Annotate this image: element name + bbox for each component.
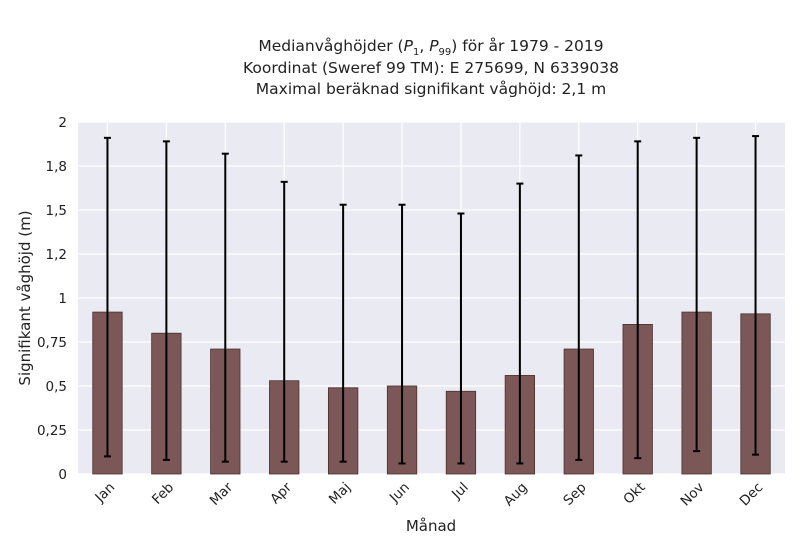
title-line-2: Koordinat (Sweref 99 TM): E 275699, N 63… <box>243 59 619 77</box>
x-tick-label: Sep <box>560 480 589 509</box>
x-tick-label: Mar <box>207 479 237 509</box>
error-bar-mar <box>221 152 229 463</box>
x-axis-label: Månad <box>406 517 456 535</box>
x-tick-label: Jan <box>92 480 119 507</box>
x-tick-label: Nov <box>678 480 708 510</box>
error-bar-apr <box>280 180 288 463</box>
error-bar-sep <box>575 154 583 461</box>
x-tick-label: Okt <box>620 480 648 508</box>
y-tick-label: 1,2 <box>46 247 67 263</box>
y-tick-label: 0,75 <box>37 335 67 351</box>
error-bar-jun <box>398 203 406 465</box>
x-tick-label: Jul <box>448 480 472 504</box>
x-tick-label: Apr <box>267 479 295 507</box>
error-bars <box>103 135 760 465</box>
error-bar-maj <box>339 203 347 463</box>
error-bar-jul <box>457 212 465 465</box>
x-axis-ticks: Jan Feb Mar Apr Maj Jun Jul Aug Sep Okt Nov Dec <box>92 479 767 509</box>
y-tick-label: 1,5 <box>46 203 67 219</box>
y-tick-label: 1 <box>58 291 67 307</box>
x-tick-label: Jun <box>386 480 413 507</box>
title-line-3: Maximal beräknad signifikant våghöjd: 2,… <box>256 80 606 98</box>
y-axis-label: Signifikant våghöjd (m) <box>16 210 34 385</box>
y-tick-label: 1,8 <box>46 159 67 175</box>
y-tick-label: 0,5 <box>46 379 67 395</box>
y-tick-label: 0,25 <box>37 423 67 439</box>
error-bar-jan <box>103 136 111 458</box>
x-tick-label: Maj <box>326 480 354 508</box>
chart-title: Medianvåghöjder (P1, P99) för år 1979 - … <box>243 37 619 98</box>
error-bar-okt <box>634 140 642 460</box>
y-tick-label: 2 <box>58 115 67 131</box>
title-line-1: Medianvåghöjder (P1, P99) för år 1979 - … <box>258 37 603 58</box>
x-tick-label: Aug <box>501 480 531 510</box>
error-bar-aug <box>516 182 524 465</box>
x-tick-label: Feb <box>149 480 177 508</box>
y-tick-label: 0 <box>58 467 67 483</box>
x-tick-label: Dec <box>737 480 767 510</box>
error-bar-dec <box>752 135 760 456</box>
error-bar-nov <box>693 136 701 453</box>
y-axis-ticks: 0 0,25 0,5 0,75 1 1,2 1,5 1,8 2 <box>37 115 67 483</box>
error-bar-feb <box>162 140 170 461</box>
